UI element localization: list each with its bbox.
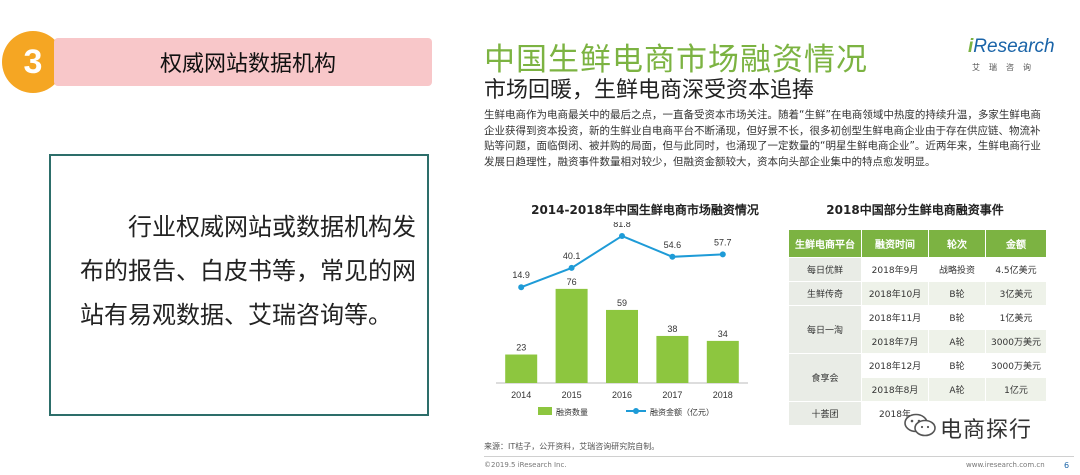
bar-data-label: 34 [718, 329, 728, 339]
legend-bar-label: 融资数量 [556, 407, 588, 417]
x-tick-label: 2014 [511, 390, 531, 400]
bar [505, 354, 538, 383]
x-tick-label: 2017 [662, 390, 682, 400]
cell-amount: 4.5亿美元 [985, 257, 1047, 282]
source-note: 来源：IT桔子，公开资料，艾瑞咨询研究院自制。 [484, 442, 660, 451]
x-tick-label: 2018 [713, 390, 733, 400]
table-row: 生鲜传奇 2018年10月 B轮 3亿美元 [788, 281, 1047, 306]
bar [606, 309, 638, 383]
section-number-badge: 3 [2, 31, 64, 93]
bar-data-label: 59 [617, 298, 627, 308]
line-data-label: 57.7 [714, 237, 732, 247]
table-header-time: 融资时间 [861, 229, 929, 258]
iresearch-logo: iResearch [968, 36, 1055, 57]
wechat-icon [904, 413, 936, 437]
line-series [520, 234, 723, 289]
table-row: 食享会 2018年12月 B轮 3000万美元 [788, 353, 1047, 402]
table-header-row: 生鲜电商平台 融资时间 轮次 金额 [788, 229, 1047, 258]
bar-data-label: 76 [567, 277, 577, 287]
cell-time: 2018年 [861, 401, 929, 426]
cell-round: 战略投资 [928, 257, 986, 282]
line-point [568, 264, 575, 271]
bar-data-label: 23 [516, 343, 526, 353]
cell-platform: 每日优鲜 [788, 257, 862, 282]
cell-round: B轮 [928, 281, 986, 306]
cell-time: 2018年9月 [861, 257, 929, 282]
line-data-label: 40.1 [563, 251, 581, 261]
page-number: 6 [1064, 461, 1070, 470]
line-data-label: 81.8 [613, 222, 631, 229]
bar [555, 288, 588, 383]
cell-amount: 3亿美元 [985, 281, 1047, 306]
cell-platform: 十荟团 [788, 401, 862, 426]
table-row: 每日优鲜 2018年9月 战略投资 4.5亿美元 [788, 257, 1047, 282]
legend-line-marker [633, 408, 639, 414]
section-heading: 权威网站数据机构 [159, 52, 336, 77]
cell-time: 2018年11月 [861, 305, 929, 330]
line-point [719, 251, 726, 258]
financing-chart: 23 2014 76 2015 59 2016 38 2017 34 2018 14.9 40.1 81… [496, 222, 748, 417]
line-point [619, 232, 625, 239]
cell-platform: 食享会 [788, 353, 862, 402]
section-heading-bar: 权威网站数据机构 [54, 38, 432, 86]
line-point [518, 284, 525, 291]
iresearch-logo-subtitle: 艾瑞咨询 [972, 63, 1040, 72]
cell-round: B轮 [928, 305, 986, 330]
description-text: 行业权威网站或数据机构发布的报告、白皮书等，常见的网站有易观数据、艾瑞咨询等。 [80, 213, 416, 329]
cell-amount: 3000万美元 [985, 329, 1047, 354]
cell-amount: 1亿元 [985, 377, 1047, 402]
slide-paragraph: 生鲜电商作为电商最关中的最后之点，一直备受资本市场关注。随着“生鲜”在电商领域中… [484, 109, 1041, 168]
table-title: 2018中国部分生鲜电商融资事件 [826, 203, 1004, 217]
legend-line-label: 融资金额（亿元） [650, 407, 714, 417]
copyright: ©2019.5 iResearch Inc. [484, 461, 567, 469]
table-row: 每日一淘 2018年11月 B轮 1亿美元 [788, 305, 1047, 354]
line-data-label: 54.6 [664, 240, 682, 250]
bar [656, 335, 689, 383]
x-tick-label: 2016 [612, 390, 632, 400]
cell-round: A轮 [928, 329, 986, 354]
watermark-text: 电商探行 [940, 418, 1033, 443]
table-header-platform: 生鲜电商平台 [788, 229, 862, 258]
legend-bar-swatch [538, 407, 552, 415]
x-tick-label: 2015 [562, 390, 582, 400]
cell-round: B轮 [928, 353, 986, 378]
slide-subtitle: 市场回暖，生鲜电商深受资本追捧 [484, 78, 815, 103]
chart-title: 2014-2018年中国生鲜电商市场融资情况 [531, 203, 759, 217]
cell-time: 2018年7月 [861, 329, 929, 354]
table-row: 十荟团 2018年 [788, 401, 1047, 426]
slide-title: 中国生鲜电商市场融资情况 [484, 42, 868, 78]
cell-platform: 每日一淘 [788, 305, 862, 354]
cell-time: 2018年12月 [861, 353, 929, 378]
cell-platform: 生鲜传奇 [788, 281, 862, 306]
financing-events-table: 生鲜电商平台 融资时间 轮次 金额 每日优鲜 2018年9月 战略投资 4.5亿美元生… [788, 229, 1047, 426]
cell-amount [985, 401, 1047, 426]
cell-amount: 3000万美元 [985, 353, 1047, 378]
footer-divider [484, 456, 1074, 457]
section-number: 3 [23, 42, 43, 81]
bar [706, 340, 739, 383]
cell-time: 2018年10月 [861, 281, 929, 306]
description-box [49, 154, 429, 416]
line-point [669, 253, 676, 260]
bar-data-label: 38 [667, 324, 677, 334]
website-url: www.iresearch.com.cn [966, 461, 1045, 469]
cell-time: 2018年8月 [861, 377, 929, 402]
line-data-label: 14.9 [512, 270, 530, 280]
cell-round [928, 401, 986, 426]
cell-amount: 1亿美元 [985, 305, 1047, 330]
table-header-amount: 金额 [985, 229, 1047, 258]
table-row: 2018年7月 A轮 3000万美元 [789, 329, 1047, 354]
table-header-round: 轮次 [928, 229, 986, 258]
cell-round: A轮 [928, 377, 986, 402]
